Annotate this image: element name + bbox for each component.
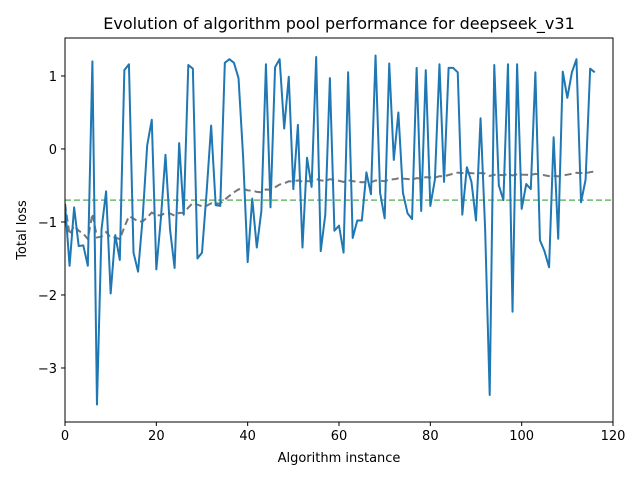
x-tick-label: 20 xyxy=(148,429,165,444)
x-tick-label: 0 xyxy=(61,429,69,444)
loss-line xyxy=(65,54,596,406)
y-tick-label: −1 xyxy=(38,216,57,231)
y-tick-label: 0 xyxy=(49,143,57,158)
x-tick-label: 60 xyxy=(331,429,348,444)
y-axis-label: Total loss xyxy=(15,200,30,261)
y-tick-label: −3 xyxy=(38,362,57,377)
x-axis: 0 20 40 60 80 100 120 xyxy=(61,422,626,444)
chart-title: Evolution of algorithm pool performance … xyxy=(103,14,575,34)
plot-area xyxy=(65,54,613,406)
y-axis: 1 0 −1 −2 −3 xyxy=(38,70,65,377)
x-axis-label: Algorithm instance xyxy=(278,451,401,466)
x-tick-label: 120 xyxy=(601,429,626,444)
running-mean-line xyxy=(65,170,595,242)
y-tick-label: 1 xyxy=(49,70,57,85)
x-tick-label: 40 xyxy=(239,429,256,444)
x-tick-label: 100 xyxy=(509,429,534,444)
x-tick-label: 80 xyxy=(422,429,439,444)
y-tick-label: −2 xyxy=(38,289,57,304)
